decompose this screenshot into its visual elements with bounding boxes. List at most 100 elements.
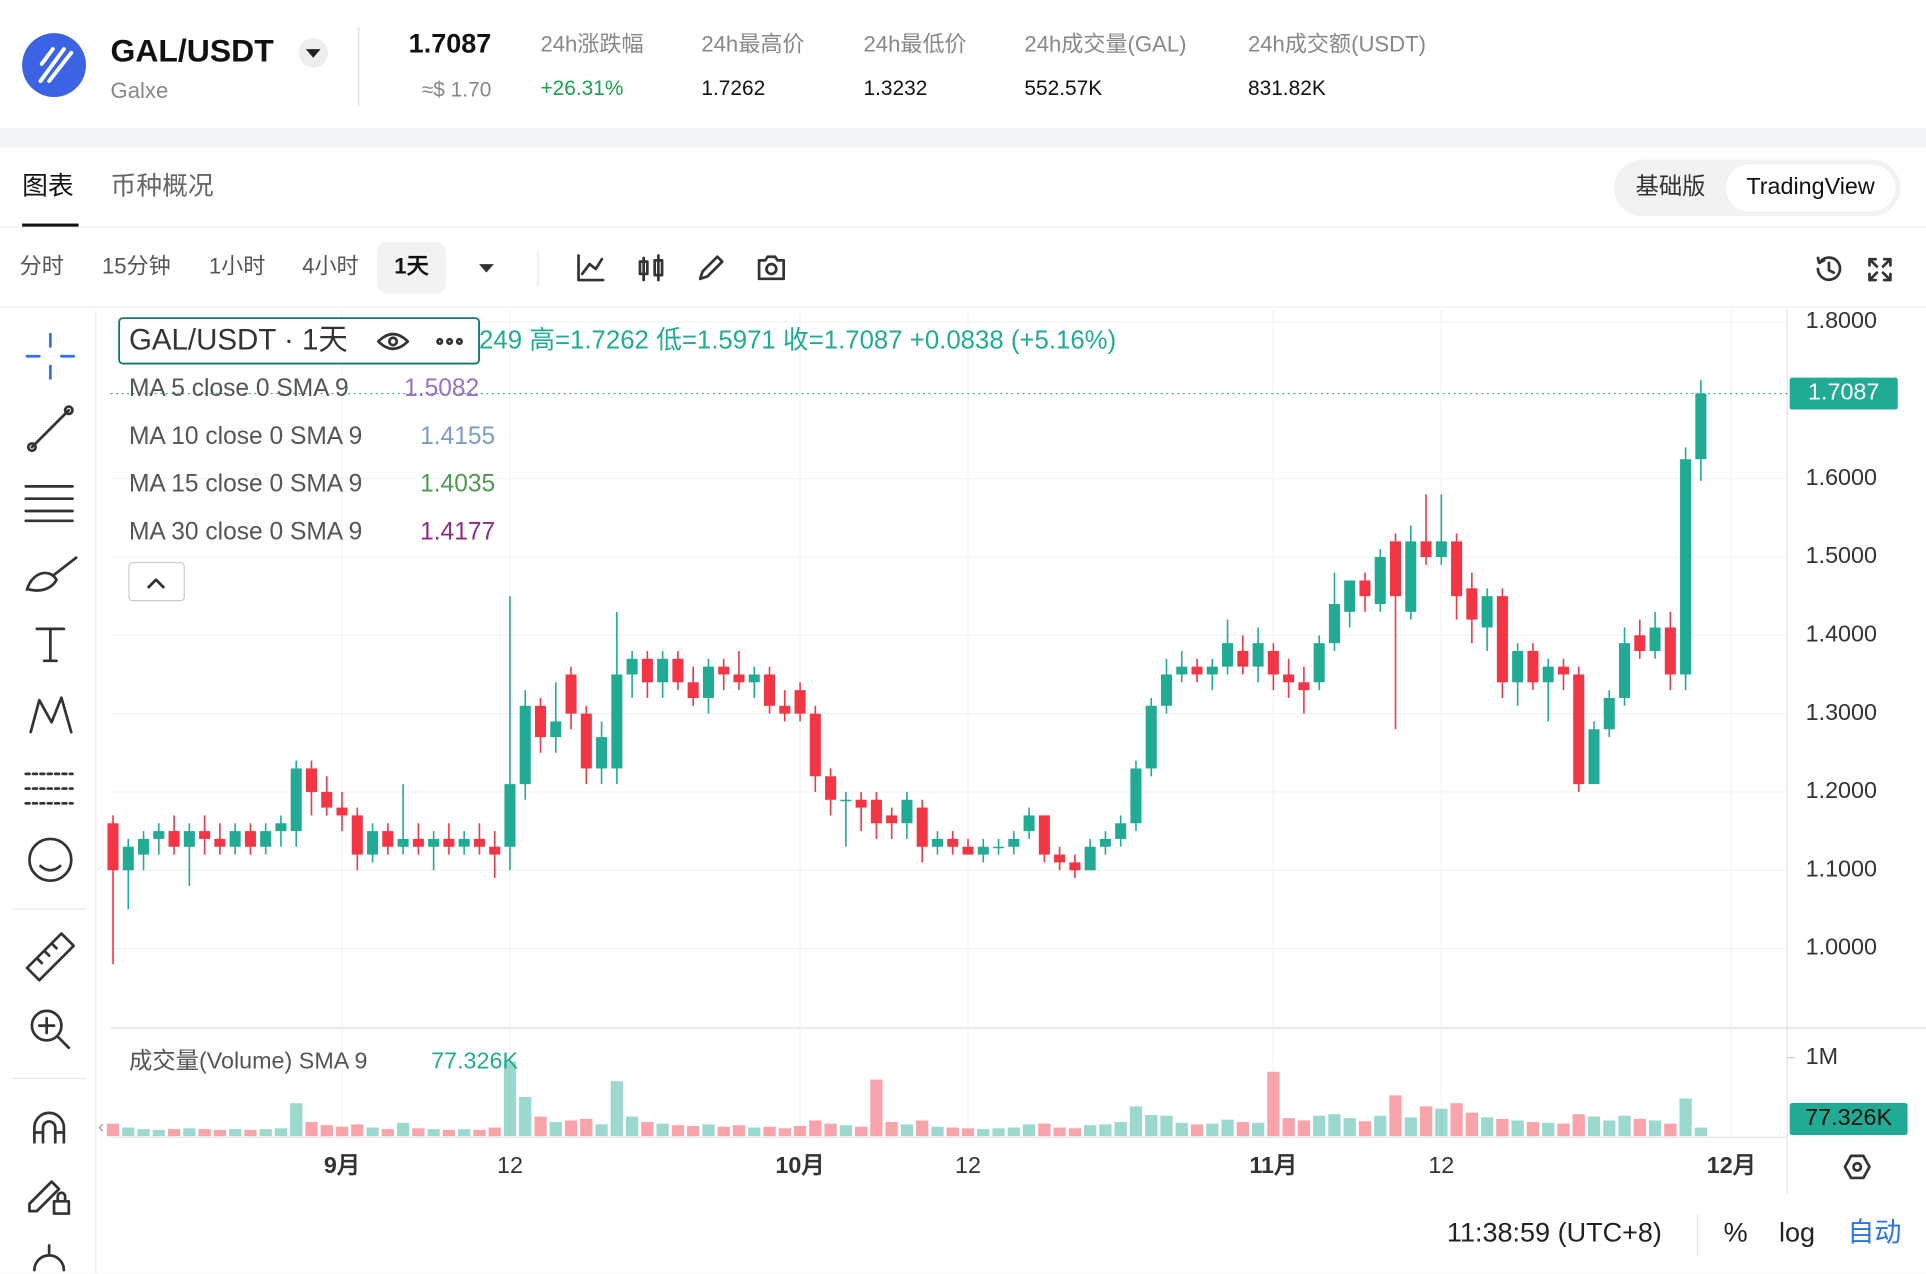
log-toggle[interactable]: log bbox=[1779, 1218, 1815, 1248]
pair-symbol[interactable]: GAL/USDT bbox=[111, 32, 275, 68]
volume-bar bbox=[1603, 1120, 1616, 1137]
volume-bar bbox=[1450, 1103, 1463, 1137]
symbol-legend-box[interactable] bbox=[118, 317, 480, 365]
candle-body bbox=[1160, 674, 1173, 706]
candle-body bbox=[397, 838, 409, 847]
mode-option[interactable]: 基础版 bbox=[1636, 173, 1706, 199]
volume-bar bbox=[1221, 1119, 1234, 1137]
volume-bar bbox=[793, 1125, 807, 1137]
fib-tool[interactable] bbox=[24, 485, 74, 523]
volume-bar bbox=[1313, 1115, 1326, 1137]
candle-body bbox=[1466, 588, 1478, 620]
mode-option[interactable]: TradingView bbox=[1746, 173, 1875, 199]
candle-body bbox=[382, 831, 394, 847]
ruler-tool[interactable] bbox=[25, 932, 76, 982]
auto-toggle[interactable]: 自动 bbox=[1847, 1218, 1901, 1248]
coin-logo bbox=[22, 33, 86, 98]
volume-bar bbox=[106, 1123, 120, 1137]
zoom-tool[interactable] bbox=[30, 1009, 63, 1042]
interval[interactable]: 4小时 bbox=[302, 254, 358, 279]
magnet-tool[interactable] bbox=[33, 1111, 66, 1144]
snapshot-icon[interactable] bbox=[757, 255, 786, 281]
volume-bar bbox=[809, 1120, 822, 1137]
pattern-tool[interactable] bbox=[29, 696, 73, 734]
volume-bar bbox=[427, 1129, 440, 1137]
interval[interactable]: 15分钟 bbox=[102, 254, 171, 279]
legend-icons[interactable] bbox=[376, 332, 463, 351]
brush-tool[interactable] bbox=[25, 556, 78, 592]
interval[interactable]: 1天 bbox=[394, 254, 429, 279]
candle-body bbox=[1008, 838, 1020, 847]
volume-bar bbox=[1282, 1118, 1295, 1137]
candle-body bbox=[1023, 815, 1035, 832]
candle-body bbox=[443, 838, 455, 847]
zoom-plus bbox=[37, 1016, 71, 1050]
candle-body bbox=[687, 682, 699, 698]
candle-body bbox=[886, 815, 898, 824]
tab[interactable]: 币种概况 bbox=[111, 172, 214, 201]
candle-body bbox=[748, 674, 760, 683]
ma-value: 1.4155 bbox=[420, 423, 495, 450]
volume-bar bbox=[1160, 1115, 1173, 1137]
chart-card bbox=[0, 147, 1926, 1274]
volume-bar bbox=[1190, 1124, 1204, 1137]
indicator-icon[interactable] bbox=[577, 254, 605, 282]
ohlc-legend: 249 高=1.7262 低=1.5971 收=1.7087 +0.0838 (… bbox=[479, 325, 1116, 354]
pair-dropdown[interactable] bbox=[298, 38, 328, 68]
candle-body bbox=[122, 846, 134, 871]
volume-bar bbox=[1419, 1106, 1433, 1137]
volume-bar bbox=[625, 1116, 639, 1137]
emoji-tool[interactable] bbox=[28, 837, 73, 883]
eye-icon[interactable] bbox=[376, 332, 410, 351]
tabs: 图表 币种概况 bbox=[22, 172, 214, 201]
lock-tool[interactable] bbox=[28, 1180, 71, 1215]
tab[interactable]: 图表 bbox=[22, 172, 74, 201]
draw-icon[interactable] bbox=[698, 255, 724, 281]
volume-bar bbox=[1587, 1116, 1601, 1137]
candle-body bbox=[962, 846, 974, 855]
volume-bar bbox=[1526, 1122, 1540, 1137]
volume-legend: 成交量(Volume) SMA 9 bbox=[129, 1048, 368, 1074]
settings-icon[interactable] bbox=[1843, 1154, 1871, 1180]
fullscreen-icon[interactable] bbox=[1868, 257, 1892, 282]
candle-body bbox=[1527, 650, 1539, 683]
volume-bar bbox=[641, 1122, 654, 1137]
volume-bar bbox=[198, 1129, 211, 1137]
history-icon[interactable] bbox=[1816, 256, 1842, 282]
stat-value: 552.57K bbox=[1024, 77, 1102, 100]
volume-bar bbox=[977, 1129, 990, 1137]
crosshair-tool[interactable] bbox=[25, 332, 76, 380]
more-tool[interactable] bbox=[33, 1244, 66, 1272]
volume-bar bbox=[595, 1124, 608, 1137]
interval[interactable]: 分时 bbox=[20, 254, 64, 279]
candle-icon[interactable] bbox=[638, 254, 664, 282]
volume-bar bbox=[1175, 1122, 1188, 1137]
stat-value: 831.82K bbox=[1248, 77, 1326, 100]
text-tool[interactable] bbox=[35, 627, 66, 663]
plot: 1.0000 1.1000 1.2000 1.3000 1.4000 1.5000 1.60… bbox=[106, 307, 1908, 1178]
volume-bar bbox=[1114, 1122, 1127, 1137]
volume-bar bbox=[778, 1128, 791, 1137]
forecast-tool[interactable] bbox=[24, 772, 74, 805]
line-tool[interactable] bbox=[30, 408, 71, 449]
interval-more[interactable] bbox=[479, 264, 494, 273]
candle-body bbox=[1222, 643, 1234, 667]
candle-body bbox=[702, 666, 714, 698]
volume-bar bbox=[931, 1126, 944, 1137]
stat-label: 24h最低价 bbox=[864, 31, 967, 56]
volume-bar bbox=[442, 1129, 456, 1137]
candle-body bbox=[1099, 838, 1111, 847]
collapse-arrow[interactable]: ‹ bbox=[98, 1116, 104, 1136]
interval[interactable]: 1小时 bbox=[209, 254, 265, 279]
dot bbox=[455, 337, 463, 346]
interval-active bbox=[377, 241, 446, 294]
candle-body bbox=[138, 838, 150, 855]
candle-body bbox=[489, 846, 501, 855]
candle-body bbox=[1069, 862, 1081, 871]
percent-toggle[interactable]: % bbox=[1724, 1218, 1748, 1248]
toolbar-icons[interactable] bbox=[577, 254, 1892, 282]
candle-body bbox=[473, 838, 485, 847]
candle-body bbox=[458, 838, 470, 847]
volume-bar bbox=[610, 1081, 623, 1137]
